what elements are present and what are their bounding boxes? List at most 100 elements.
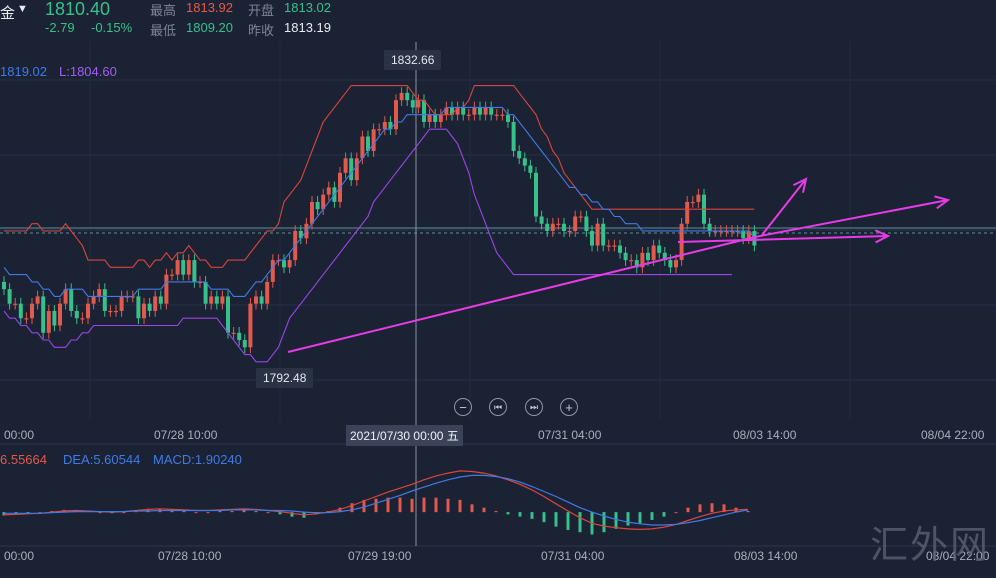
trend-arrow-up-head — [792, 177, 808, 193]
open-label: 开盘 — [248, 3, 275, 18]
candle-body — [108, 310, 113, 313]
candle-body — [7, 289, 12, 304]
candle-body — [30, 303, 34, 319]
macd-histogram-bar — [194, 512, 198, 514]
candle-body — [640, 252, 645, 268]
candle-body — [606, 245, 611, 247]
candle-body — [41, 296, 46, 333]
candle-body — [550, 223, 555, 231]
candle-body — [718, 231, 723, 233]
trend-arrow-long — [754, 199, 949, 238]
candle-body — [242, 340, 247, 348]
candle-body — [511, 121, 516, 152]
candle-body — [567, 231, 572, 233]
macd-histogram-bar — [458, 499, 462, 513]
macd-histogram-bar — [290, 512, 294, 517]
candle-body — [175, 260, 180, 275]
macd-histogram-bar — [518, 512, 522, 517]
candle-body — [265, 281, 270, 304]
candle-body — [662, 252, 667, 261]
candle-body — [494, 114, 499, 116]
candle-body — [287, 260, 292, 268]
candle-body — [371, 129, 376, 152]
candle-body — [618, 245, 622, 253]
watermark-logo: 汇外网 — [869, 523, 990, 567]
candle-body — [69, 289, 74, 311]
macd-histogram-bar — [350, 503, 354, 513]
candle-body — [707, 223, 712, 231]
band-lower-line — [3, 128, 732, 363]
candle-body — [741, 231, 746, 239]
candle-body — [349, 158, 354, 181]
candle-body — [735, 231, 740, 233]
macd-value: MACD:1.90240 — [153, 452, 242, 467]
macd-dif-value: 6.55664 — [0, 452, 47, 467]
candle-body — [489, 107, 494, 115]
candle-body — [394, 100, 398, 130]
macd-histogram-bar — [182, 511, 186, 513]
candle-body — [136, 296, 141, 319]
candle-body — [528, 165, 533, 173]
candle-body — [2, 281, 6, 290]
candle-body — [181, 260, 186, 275]
candle-body — [298, 231, 303, 239]
candle-body — [198, 281, 202, 284]
zoom-out-button[interactable]: − — [454, 398, 472, 416]
candle-body — [517, 151, 522, 159]
x-label-macd: 07/28 10:00 — [158, 549, 222, 563]
macd-histogram-bar — [242, 509, 246, 513]
candle-body — [80, 318, 85, 320]
candle-body — [444, 107, 449, 115]
candle-body — [52, 310, 57, 326]
candle-body — [354, 158, 359, 181]
current-price: 1810.40 — [45, 0, 111, 19]
macd-histogram-bar — [386, 497, 390, 513]
symbol-dropdown-icon[interactable]: ▼ — [17, 3, 28, 15]
macd-histogram-bar — [38, 512, 42, 514]
scroll-first-button[interactable]: ⏮ — [489, 398, 507, 416]
candle-body — [186, 260, 191, 275]
macd-histogram-bar — [122, 512, 126, 514]
candle-body — [388, 121, 393, 130]
macd-histogram-bar — [434, 497, 438, 513]
candle-body — [192, 260, 197, 282]
candle-body — [405, 92, 410, 101]
candle-body — [651, 245, 656, 261]
macd-histogram-bar — [530, 512, 534, 519]
candle-body — [590, 231, 594, 246]
zoom-in-button[interactable]: + — [560, 398, 578, 416]
candle-body — [634, 260, 639, 268]
candle-body — [214, 296, 219, 304]
macd-histogram-bar — [446, 498, 450, 513]
x-label-macd: 07/31 04:00 — [541, 549, 605, 563]
price-change-percent: -0.15% — [91, 20, 133, 35]
candle-body — [461, 107, 466, 115]
macd-dea-line — [4, 474, 749, 526]
candle-body — [427, 114, 432, 122]
candle-body — [623, 252, 628, 261]
candle-body — [595, 223, 600, 246]
high-value: 1813.92 — [186, 0, 233, 15]
macd-histogram-bar — [710, 503, 714, 513]
candle-body — [360, 136, 365, 159]
candle-body — [472, 107, 477, 115]
macd-histogram-bar — [266, 512, 270, 514]
candle-body — [237, 332, 242, 341]
band-lower-value: L:1804.60 — [59, 64, 117, 79]
candle-body — [158, 296, 163, 304]
scroll-last-button[interactable]: ⏭ — [525, 398, 543, 416]
symbol-name[interactable]: 金 — [0, 5, 16, 22]
candle-body — [209, 296, 214, 304]
candle-body — [455, 107, 460, 115]
low-value: 1809.20 — [186, 20, 233, 35]
candle-body — [18, 303, 23, 319]
macd-histogram-bar — [638, 512, 642, 524]
candle-body — [147, 303, 152, 311]
candle-body — [220, 296, 225, 304]
crosshair-time-label: 2021/07/30 00:00 五 — [346, 425, 463, 446]
band-middle-line — [3, 106, 755, 297]
x-label-main: 08/03 14:00 — [733, 428, 797, 442]
low-price-tag: 1792.48 — [256, 368, 314, 388]
